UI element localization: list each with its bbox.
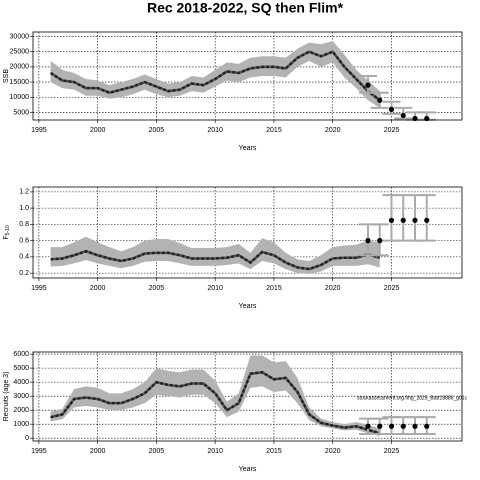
x-tick-label: 2020 xyxy=(325,448,341,455)
x-tick-label: 2025 xyxy=(384,448,400,455)
x-tick-label: 2010 xyxy=(207,285,223,292)
y-tick-label: 15000 xyxy=(10,79,30,86)
y-tick-label: 1.2 xyxy=(19,189,29,196)
confidence-band xyxy=(50,236,380,274)
y-axis-title-text: F xyxy=(3,235,10,239)
y-tick-label: 5000 xyxy=(13,109,29,116)
y-tick-label: 6000 xyxy=(13,351,29,358)
panel: 5000 10000 15000 20000 25000 30000 1995 2000 200… xyxy=(3,31,463,152)
y-tick-label: 30000 xyxy=(10,33,30,40)
x-axis-title: Years xyxy=(239,303,257,310)
plot-frame xyxy=(32,186,463,279)
y-tick-label: 0.6 xyxy=(19,237,29,244)
x-tick-label: 2015 xyxy=(266,127,282,134)
y-axis-title: SSB xyxy=(3,69,10,83)
projection-point xyxy=(388,106,395,112)
y-axis-title-text: SSB xyxy=(3,69,10,83)
projection-point xyxy=(424,423,430,429)
x-tick-label: 1995 xyxy=(31,127,47,134)
y-axis-title-subscript: 5-10 xyxy=(5,225,11,235)
y-tick-label: 10000 xyxy=(10,94,30,101)
plot-frame xyxy=(32,351,463,442)
y-tick-label: 0.4 xyxy=(19,254,29,261)
x-tick-label: 2005 xyxy=(149,448,165,455)
x-axis-title: Years xyxy=(239,145,257,152)
y-tick-label: 0.8 xyxy=(19,221,29,228)
projection-point xyxy=(365,423,371,429)
y-tick-label: 4000 xyxy=(13,379,29,386)
projection-point xyxy=(377,97,383,103)
projection-point xyxy=(400,423,406,429)
y-tick-label: 0 xyxy=(25,435,29,442)
confidence-band xyxy=(50,355,380,437)
x-tick-label: 2020 xyxy=(325,127,341,134)
y-tick-label: 20000 xyxy=(10,64,30,71)
projection-point xyxy=(400,112,406,119)
projection-point xyxy=(377,423,383,429)
projection-point xyxy=(400,217,406,223)
y-tick-label: 5000 xyxy=(13,365,29,372)
y-tick-label: 25000 xyxy=(10,49,30,56)
x-tick-label: 2000 xyxy=(90,285,106,292)
annotation: stockassessment.org.fmg_2025_Batr18886_g… xyxy=(357,396,468,402)
y-tick-label: 0.2 xyxy=(19,270,29,277)
y-tick-label: 1000 xyxy=(13,421,29,428)
projection-point xyxy=(412,423,418,429)
y-axis-title: F5-10 xyxy=(3,225,11,240)
x-tick-label: 2015 xyxy=(266,448,282,455)
y-tick-label: 3000 xyxy=(13,393,29,400)
estimate-line-dash xyxy=(49,50,381,102)
y-tick-label: 2000 xyxy=(13,407,29,414)
panel: 0.2 0.4 0.6 0.8 1.0 1.2 1995 2000 2005 2010 2015 20… xyxy=(3,186,463,310)
y-axis-title: Recruits (age 3) xyxy=(3,372,10,422)
estimate-line xyxy=(50,371,381,435)
x-tick-label: 2010 xyxy=(207,127,223,134)
x-tick-label: 2000 xyxy=(90,448,106,455)
figure-title: Rec 2018-2022, SQ then Flim* xyxy=(147,0,344,16)
x-tick-label: 2025 xyxy=(384,285,400,292)
x-tick-label: 1995 xyxy=(31,285,47,292)
projection-point xyxy=(424,217,430,223)
panel: 0 1000 2000 3000 4000 5000 6000 1995 2000 2005 201… xyxy=(3,351,468,473)
x-tick-label: 1995 xyxy=(31,448,47,455)
x-tick-label: 2015 xyxy=(266,285,282,292)
x-tick-label: 2005 xyxy=(149,127,165,134)
projection-point xyxy=(412,217,418,223)
estimate-line-dash xyxy=(50,249,381,271)
projection-point xyxy=(388,423,395,429)
x-tick-label: 2000 xyxy=(90,127,106,134)
projection-point xyxy=(365,82,371,88)
x-axis-title: Years xyxy=(239,466,257,473)
x-tick-label: 2020 xyxy=(325,285,341,292)
x-tick-label: 2005 xyxy=(149,285,165,292)
plot-frame xyxy=(32,31,463,121)
x-tick-label: 2010 xyxy=(207,448,223,455)
x-tick-label: 2025 xyxy=(384,127,400,134)
projection-point xyxy=(388,217,395,223)
projection-point xyxy=(377,238,383,244)
y-axis-title-text: Recruits (age 3) xyxy=(3,372,10,422)
y-tick-label: 1.0 xyxy=(19,205,29,212)
projection-point xyxy=(365,238,371,244)
